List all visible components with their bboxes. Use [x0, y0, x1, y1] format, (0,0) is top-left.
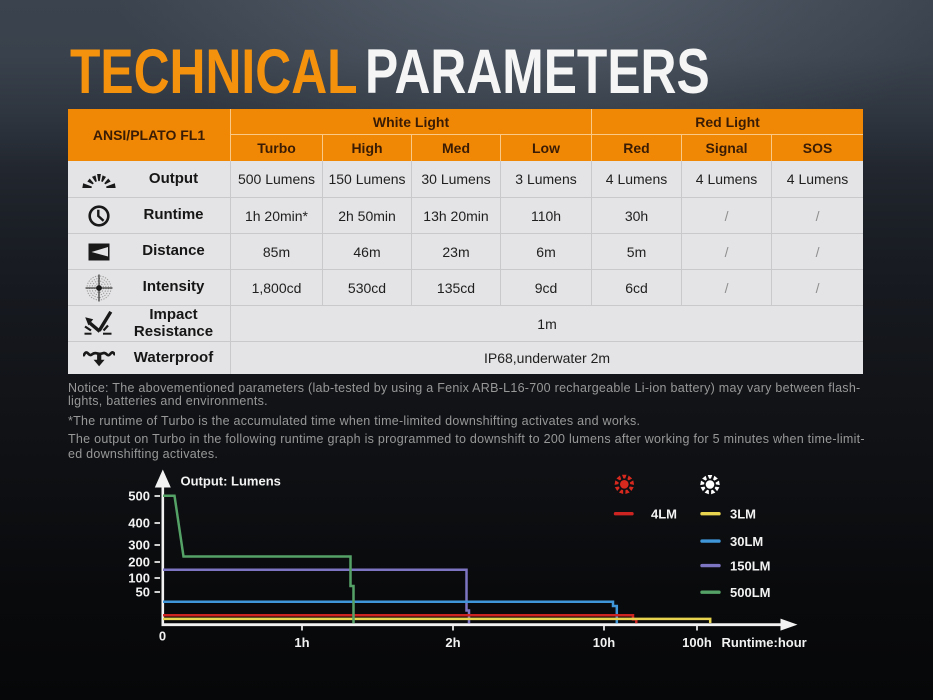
- svg-text:30LM: 30LM: [730, 534, 763, 549]
- svg-text:100: 100: [128, 571, 150, 586]
- svg-text:300: 300: [128, 538, 150, 553]
- svg-text:50: 50: [136, 585, 150, 600]
- svg-text:10h: 10h: [593, 635, 615, 650]
- svg-text:1h: 1h: [294, 635, 309, 650]
- svg-text:Runtime:hour: Runtime:hour: [722, 635, 807, 650]
- svg-text:500LM: 500LM: [730, 585, 770, 600]
- svg-text:400: 400: [128, 516, 150, 531]
- svg-text:150LM: 150LM: [730, 558, 770, 573]
- svg-text:500: 500: [128, 489, 150, 504]
- svg-text:4LM: 4LM: [651, 507, 677, 522]
- svg-text:100h: 100h: [682, 635, 712, 650]
- svg-text:0: 0: [159, 629, 166, 644]
- svg-text:3LM: 3LM: [730, 507, 756, 522]
- svg-text:200: 200: [128, 555, 150, 570]
- svg-text:2h: 2h: [445, 635, 460, 650]
- svg-text:Output: Lumens: Output: Lumens: [181, 474, 281, 489]
